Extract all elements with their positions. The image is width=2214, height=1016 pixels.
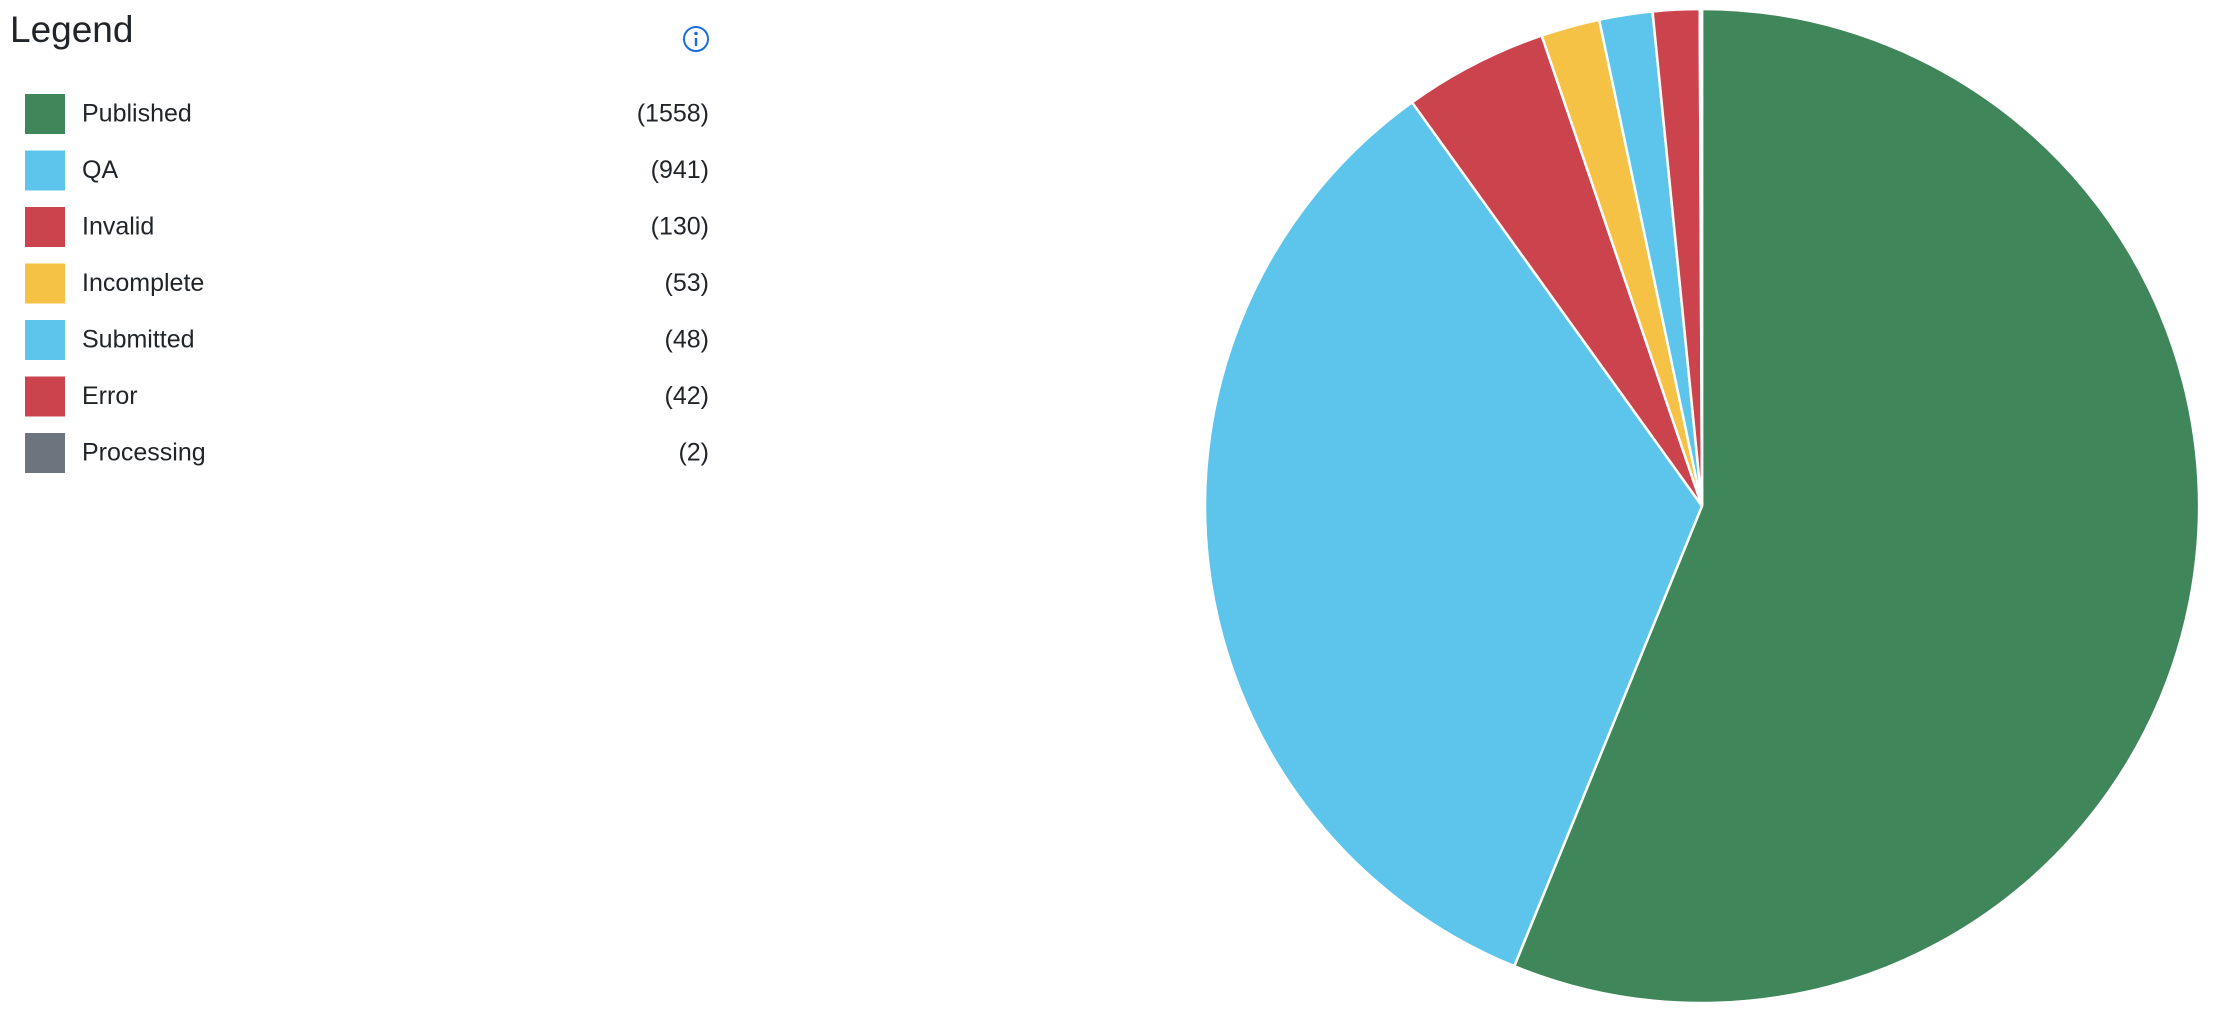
legend-label: Submitted xyxy=(82,326,195,354)
legend-count: (1558) xyxy=(637,100,709,128)
legend-swatch xyxy=(25,263,65,304)
legend-count: (941) xyxy=(651,156,709,184)
legend-count: (53) xyxy=(665,269,709,297)
legend-label: Published xyxy=(82,100,192,128)
legend-label: Incomplete xyxy=(82,269,204,297)
pie-slice xyxy=(1203,100,1704,968)
pie-slice xyxy=(1512,7,2201,1005)
legend-count: (130) xyxy=(651,213,709,241)
legend-count: (2) xyxy=(678,439,709,467)
legend-swatch xyxy=(25,433,65,473)
legend-swatch xyxy=(25,94,65,134)
legend-label: Error xyxy=(82,382,138,410)
legend-label: Processing xyxy=(82,439,206,467)
legend-title: Legend xyxy=(10,9,133,50)
legend-swatch xyxy=(25,376,65,417)
legend-swatch xyxy=(25,207,65,247)
legend-count: (42) xyxy=(665,382,709,410)
legend-swatch xyxy=(25,320,65,360)
info-circle xyxy=(683,26,709,52)
pie-slice xyxy=(1698,7,1704,507)
info-icon[interactable] xyxy=(683,26,709,52)
legend-label: QA xyxy=(82,156,118,184)
legend-label: Invalid xyxy=(82,213,154,241)
legend-swatch xyxy=(25,150,65,191)
info-dot xyxy=(694,31,698,36)
legend-count: (48) xyxy=(665,326,709,354)
